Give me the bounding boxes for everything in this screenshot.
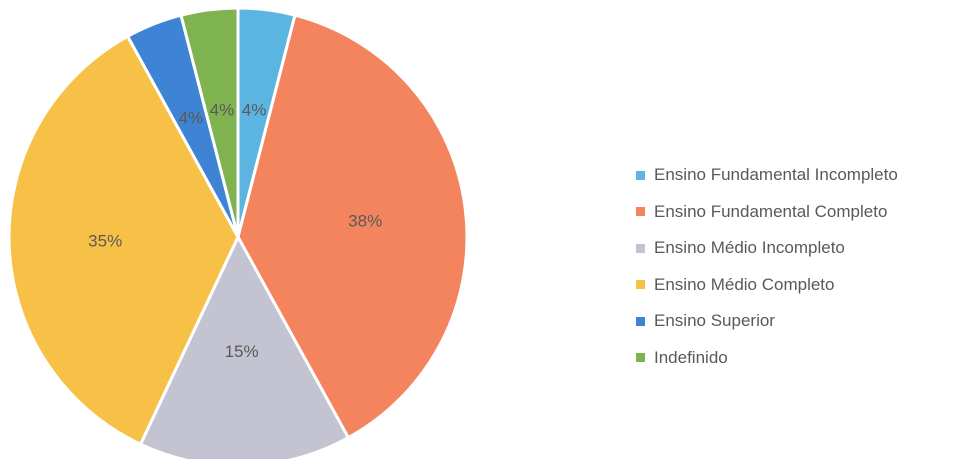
pie-data-label-1: 4% <box>242 100 267 119</box>
pie-slice-3 <box>139 235 350 459</box>
legend-label: Ensino Fundamental Incompleto <box>654 165 898 184</box>
legend: Ensino Fundamental Incompleto Ensino Fund… <box>636 160 972 379</box>
legend-swatch <box>636 353 645 362</box>
pie-data-label-5: 4% <box>179 108 204 127</box>
legend-label: Ensino Fundamental Completo <box>654 201 888 221</box>
legend-label: Ensino Superior <box>654 311 775 330</box>
pie-data-label-3: 15% <box>225 342 259 361</box>
pie-data-label-4: 35% <box>88 232 122 251</box>
pie-slice-4 <box>7 34 240 446</box>
legend-swatch <box>636 207 645 216</box>
legend-item-1: Ensino Fundamental Incompleto <box>636 160 972 190</box>
legend-label: Indefinido <box>654 347 728 367</box>
legend-swatch <box>636 316 645 326</box>
pie-slice-6 <box>179 6 240 239</box>
legend-swatch <box>636 243 645 253</box>
legend-label: Ensino Médio Incompleto <box>654 238 845 257</box>
legend-label: Ensino Médio Completo <box>654 274 835 294</box>
pie-data-label-2: 38% <box>348 211 382 230</box>
legend-item-6: Indefinido <box>636 343 972 373</box>
legend-swatch <box>636 280 645 289</box>
legend-item-5: Ensino Superior <box>636 306 972 336</box>
pie-data-labels: 4% 38% 15% 35% 4% 4% <box>88 100 382 361</box>
pie-data-label-6: 4% <box>210 100 235 119</box>
pie-slice-2 <box>236 13 469 440</box>
legend-item-4: Ensino Médio Completo <box>636 270 972 300</box>
pie-slices <box>7 6 469 459</box>
legend-item-2: Ensino Fundamental Completo <box>636 197 972 227</box>
legend-item-3: Ensino Médio Incompleto <box>636 233 972 263</box>
legend-swatch <box>636 170 645 180</box>
